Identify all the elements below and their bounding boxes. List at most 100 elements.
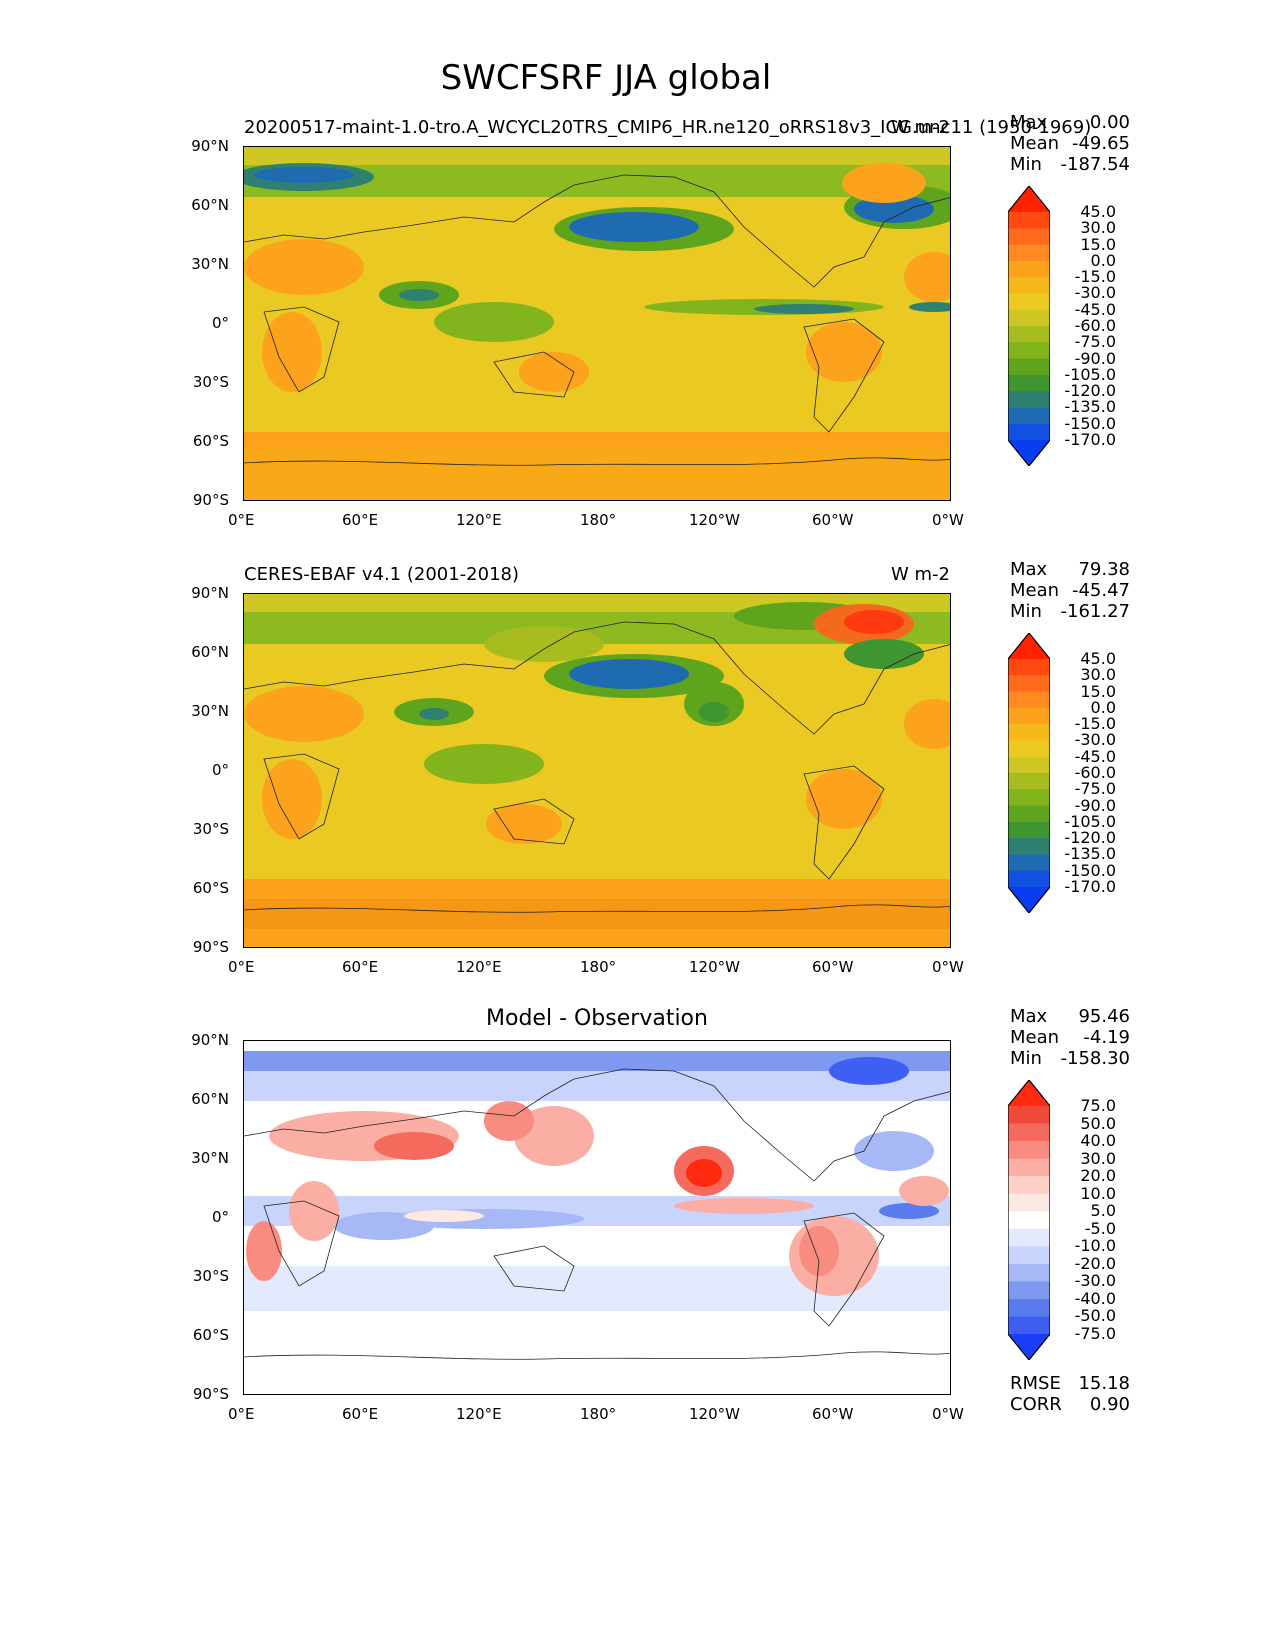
y-tick-label: 0° xyxy=(211,1208,229,1226)
colorbar-tick-label: -120.0 xyxy=(1064,381,1116,401)
colorbar-tick-label: -105.0 xyxy=(1064,811,1116,831)
y-tick-label: 90°S xyxy=(192,938,229,956)
x-tick-label: 120°W xyxy=(689,1405,740,1423)
colorbar-bar xyxy=(1007,185,1051,467)
corr-label: CORR xyxy=(1010,1394,1062,1415)
colorbar-tick-label: 30.0 xyxy=(1080,665,1116,685)
colorbar-segment xyxy=(1008,1176,1050,1195)
colorbar-segment xyxy=(1008,407,1050,425)
colorbar-segment xyxy=(1008,724,1050,741)
colorbar-tick-label: -75.0 xyxy=(1074,779,1116,799)
colorbar-extend-max xyxy=(1008,633,1050,659)
x-tick-label: 60°E xyxy=(342,958,379,976)
panel-center-title: Model - Observation xyxy=(486,1006,708,1031)
colorbar-segment xyxy=(1008,212,1050,229)
map-plot xyxy=(243,1040,951,1395)
y-tick-label: 60°N xyxy=(191,643,229,661)
stat-mean-value: -45.47 xyxy=(1071,580,1130,601)
colorbar-tick-label: 40.0 xyxy=(1080,1131,1116,1151)
colorbar-tick-label: 0.0 xyxy=(1090,250,1116,270)
y-tick-label: 30°S xyxy=(192,1267,229,1285)
colorbar-extend-min xyxy=(1008,440,1050,466)
stat-min-value: -161.27 xyxy=(1060,601,1130,622)
colorbar-segment xyxy=(1008,277,1050,294)
map-field xyxy=(244,1041,950,1394)
y-tick-label: 90°N xyxy=(191,137,229,155)
colorbar-tick-label: -30.0 xyxy=(1074,283,1116,303)
colorbar-segment xyxy=(1008,805,1050,823)
colorbar-tick-label: -75.0 xyxy=(1074,332,1116,352)
colorbar-segment xyxy=(1008,756,1050,774)
colorbar-extend-min xyxy=(1008,1334,1050,1360)
colorbar-tick-label: -150.0 xyxy=(1064,860,1116,880)
colorbar xyxy=(1007,1079,1051,1361)
colorbar-tick-label: -75.0 xyxy=(1074,1324,1116,1343)
y-tick-label: 90°S xyxy=(192,491,229,509)
x-tick-label: 120°W xyxy=(689,958,740,976)
colorbar-segment xyxy=(1008,1281,1050,1300)
colorbar-tick-label: 15.0 xyxy=(1080,234,1116,254)
colorbar-segment xyxy=(1008,1298,1050,1317)
colorbar-tick-label: -15.0 xyxy=(1074,714,1116,734)
colorbar-segment xyxy=(1008,854,1050,872)
x-tick-label: 60°E xyxy=(342,511,379,529)
stat-mean-label: Mean xyxy=(1010,133,1060,154)
colorbar-tick-label: -150.0 xyxy=(1064,413,1116,433)
colorbar-tick-label: 75.0 xyxy=(1080,1096,1116,1115)
colorbar-tick-label: -20.0 xyxy=(1074,1253,1116,1273)
colorbar-segment xyxy=(1008,423,1050,441)
colorbar-tick-label: -135.0 xyxy=(1064,397,1116,417)
y-tick-label: 0° xyxy=(211,314,229,332)
colorbar-tick-label: -105.0 xyxy=(1064,364,1116,384)
colorbar-tick-label: 15.0 xyxy=(1080,681,1116,701)
colorbar-segment xyxy=(1008,789,1050,807)
colorbar-tick-label: -60.0 xyxy=(1074,763,1116,782)
x-tick-label: 0°W xyxy=(932,1405,964,1423)
colorbar-tick-label: -15.0 xyxy=(1074,267,1116,287)
stat-mean-label: Mean xyxy=(1010,1027,1060,1048)
colorbar-tick-label: -40.0 xyxy=(1074,1288,1116,1308)
x-tick-label: 120°E xyxy=(456,1405,502,1423)
colorbar-segment xyxy=(1008,675,1050,693)
x-tick-label: 0°W xyxy=(932,958,964,976)
colorbar-segment xyxy=(1008,870,1050,888)
colorbar-segment xyxy=(1008,1141,1050,1160)
panel-left-title: 20200517-maint-1.0-tro.A_WCYCL20TRS_CMIP… xyxy=(244,117,1092,138)
corr-value: 0.90 xyxy=(1089,1394,1130,1415)
colorbar-tick-label: -170.0 xyxy=(1064,430,1116,449)
panel-right-title: W m-2 xyxy=(890,117,950,138)
colorbar-tick-label: 0.0 xyxy=(1090,697,1116,717)
colorbar-tick-label: 10.0 xyxy=(1080,1183,1116,1203)
x-tick-label: 0°W xyxy=(932,511,964,529)
colorbar-extend-max xyxy=(1008,1080,1050,1106)
colorbar-tick-label: 30.0 xyxy=(1080,218,1116,238)
colorbar-tick-label: -10.0 xyxy=(1074,1236,1116,1256)
map-plot xyxy=(243,593,951,948)
colorbar-tick-label: -120.0 xyxy=(1064,828,1116,848)
panel-left-title: CERES-EBAF v4.1 (2001-2018) xyxy=(244,564,520,585)
stat-max-label: Max xyxy=(1010,112,1048,133)
colorbar-segment xyxy=(1008,1158,1050,1177)
colorbar-tick-label: 45.0 xyxy=(1080,202,1116,221)
rmse-label: RMSE xyxy=(1010,1373,1061,1394)
y-tick-label: 60°N xyxy=(191,1090,229,1108)
stat-min-value: -187.54 xyxy=(1060,154,1130,175)
stat-max-label: Max xyxy=(1010,559,1048,580)
x-tick-label: 120°W xyxy=(689,511,740,529)
y-tick-label: 0° xyxy=(211,761,229,779)
colorbar-segment xyxy=(1008,1106,1050,1125)
colorbar-segment xyxy=(1008,293,1050,311)
colorbar-segment xyxy=(1008,244,1050,262)
colorbar-segment xyxy=(1008,260,1050,278)
colorbar-segment xyxy=(1008,821,1050,839)
colorbar-segment xyxy=(1008,773,1050,790)
colorbar-segment xyxy=(1008,358,1050,376)
panel-right-title: W m-2 xyxy=(890,564,950,585)
colorbar-tick-label: -90.0 xyxy=(1074,348,1116,368)
x-tick-label: 180° xyxy=(580,511,617,529)
colorbar-segment xyxy=(1008,326,1050,343)
figure-title: SWCFSRF JJA global xyxy=(440,58,772,98)
colorbar-tick-label: 50.0 xyxy=(1080,1113,1116,1133)
stat-mean-value: -4.19 xyxy=(1083,1027,1130,1048)
colorbar-tick-label: -5.0 xyxy=(1084,1218,1116,1238)
